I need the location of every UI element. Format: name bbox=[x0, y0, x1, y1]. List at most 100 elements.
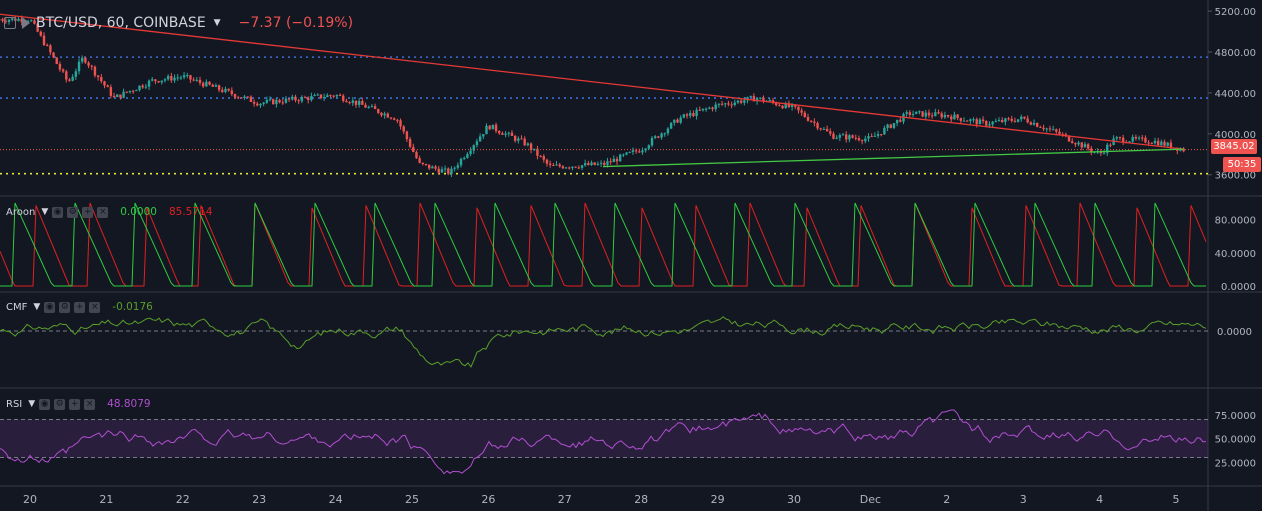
candle-body bbox=[84, 57, 87, 63]
candle-body bbox=[338, 95, 342, 97]
candle-body bbox=[418, 158, 421, 163]
trendline-ascending bbox=[602, 148, 1184, 168]
candle-body bbox=[835, 137, 838, 139]
candle-body bbox=[612, 158, 616, 163]
candle-body bbox=[112, 95, 116, 98]
candle-body bbox=[272, 99, 275, 105]
candle-body bbox=[138, 85, 141, 91]
chevron-down-icon[interactable]: ▼ bbox=[41, 207, 49, 217]
candle-body bbox=[927, 112, 931, 116]
candle-body bbox=[469, 150, 472, 155]
candle-body bbox=[1048, 128, 1052, 130]
candle-body bbox=[1144, 137, 1147, 143]
close-icon[interactable]: × bbox=[89, 301, 101, 313]
cmf-label[interactable]: CMF bbox=[6, 301, 28, 313]
candle-body bbox=[883, 127, 886, 135]
candle-body bbox=[1013, 120, 1017, 122]
candle-body bbox=[513, 135, 517, 141]
candle-body bbox=[727, 103, 730, 105]
close-icon[interactable]: × bbox=[84, 398, 96, 410]
candle-body bbox=[424, 163, 428, 165]
candle-body bbox=[1039, 126, 1042, 128]
candle-body bbox=[201, 82, 205, 87]
symbol-title[interactable]: BTC/USD, 60, COINBASE bbox=[36, 15, 206, 31]
candle-body bbox=[1029, 122, 1033, 125]
candle-body bbox=[361, 100, 364, 105]
candle-body bbox=[96, 75, 100, 78]
rsi-label[interactable]: RSI bbox=[6, 398, 23, 410]
candle-body bbox=[303, 97, 307, 99]
time-axis-label: 5 bbox=[1173, 493, 1180, 506]
candle-body bbox=[526, 143, 530, 146]
countdown-tag: 50:35 bbox=[1223, 157, 1261, 172]
candle-body bbox=[90, 65, 93, 67]
time-axis-label: 22 bbox=[176, 493, 190, 506]
candle-body bbox=[1000, 120, 1004, 123]
settings-icon[interactable]: ⚙ bbox=[59, 301, 71, 313]
plus-icon[interactable]: + bbox=[69, 398, 81, 410]
eye-icon[interactable]: ◉ bbox=[52, 206, 64, 218]
candle-body bbox=[599, 162, 603, 164]
candle-body bbox=[962, 120, 966, 122]
candle-body bbox=[357, 100, 361, 105]
chevron-down-icon[interactable]: ▼ bbox=[33, 302, 41, 312]
candle-body bbox=[367, 106, 370, 108]
rsi-band bbox=[0, 419, 1208, 458]
candle-body bbox=[1045, 128, 1048, 130]
candle-body bbox=[650, 138, 654, 146]
plus-icon[interactable]: + bbox=[74, 301, 86, 313]
candle-body bbox=[380, 112, 383, 116]
plus-icon[interactable]: + bbox=[82, 206, 94, 218]
candle-body bbox=[109, 87, 113, 96]
candle-body bbox=[1134, 136, 1138, 139]
candle-body bbox=[921, 111, 924, 117]
candle-body bbox=[478, 136, 482, 142]
candle-body bbox=[647, 145, 651, 149]
candle-body bbox=[981, 119, 985, 122]
settings-icon[interactable]: ⚙ bbox=[54, 398, 66, 410]
candle-body bbox=[39, 31, 43, 36]
candle-body bbox=[969, 119, 972, 122]
candle-body bbox=[0, 19, 1, 21]
candle-body bbox=[676, 119, 679, 123]
candle-body bbox=[988, 124, 991, 126]
candle-body bbox=[377, 109, 380, 113]
candle-body bbox=[924, 112, 927, 117]
candle-body bbox=[997, 120, 1001, 122]
aroon-up-value: 0.0000 bbox=[120, 206, 157, 218]
candle-body bbox=[151, 79, 154, 81]
candle-body bbox=[322, 97, 326, 99]
settings-icon[interactable]: ⚙ bbox=[67, 206, 79, 218]
candle-body bbox=[160, 80, 163, 83]
candle-body bbox=[224, 88, 227, 92]
candle-body bbox=[790, 104, 794, 108]
candle-body bbox=[392, 118, 396, 120]
candle-body bbox=[806, 116, 810, 121]
close-icon[interactable]: × bbox=[97, 206, 109, 218]
candle-body bbox=[533, 148, 536, 150]
candle-body bbox=[781, 105, 784, 109]
candle-body bbox=[622, 154, 625, 156]
candle-body bbox=[243, 96, 246, 98]
candle-body bbox=[17, 18, 20, 21]
chevron-down-icon[interactable]: ▼ bbox=[213, 18, 221, 28]
chart-menu-icon[interactable] bbox=[4, 17, 16, 29]
candle-body bbox=[905, 112, 908, 114]
candle-body bbox=[816, 122, 819, 129]
candle-body bbox=[131, 90, 135, 92]
candle-body bbox=[122, 91, 125, 98]
aroon-label[interactable]: Aroon bbox=[6, 206, 36, 218]
eye-icon[interactable]: ◉ bbox=[44, 301, 56, 313]
eye-icon[interactable]: ◉ bbox=[39, 398, 51, 410]
candle-body bbox=[482, 134, 485, 137]
candle-body bbox=[125, 91, 128, 93]
candle-body bbox=[195, 79, 199, 81]
chevron-down-icon[interactable]: ▼ bbox=[28, 399, 36, 409]
candle-body bbox=[1153, 140, 1157, 144]
candle-body bbox=[475, 141, 479, 146]
cmf-line bbox=[0, 316, 1207, 368]
candle-body bbox=[845, 134, 848, 140]
candle-body bbox=[848, 135, 851, 140]
candle-body bbox=[262, 102, 265, 104]
